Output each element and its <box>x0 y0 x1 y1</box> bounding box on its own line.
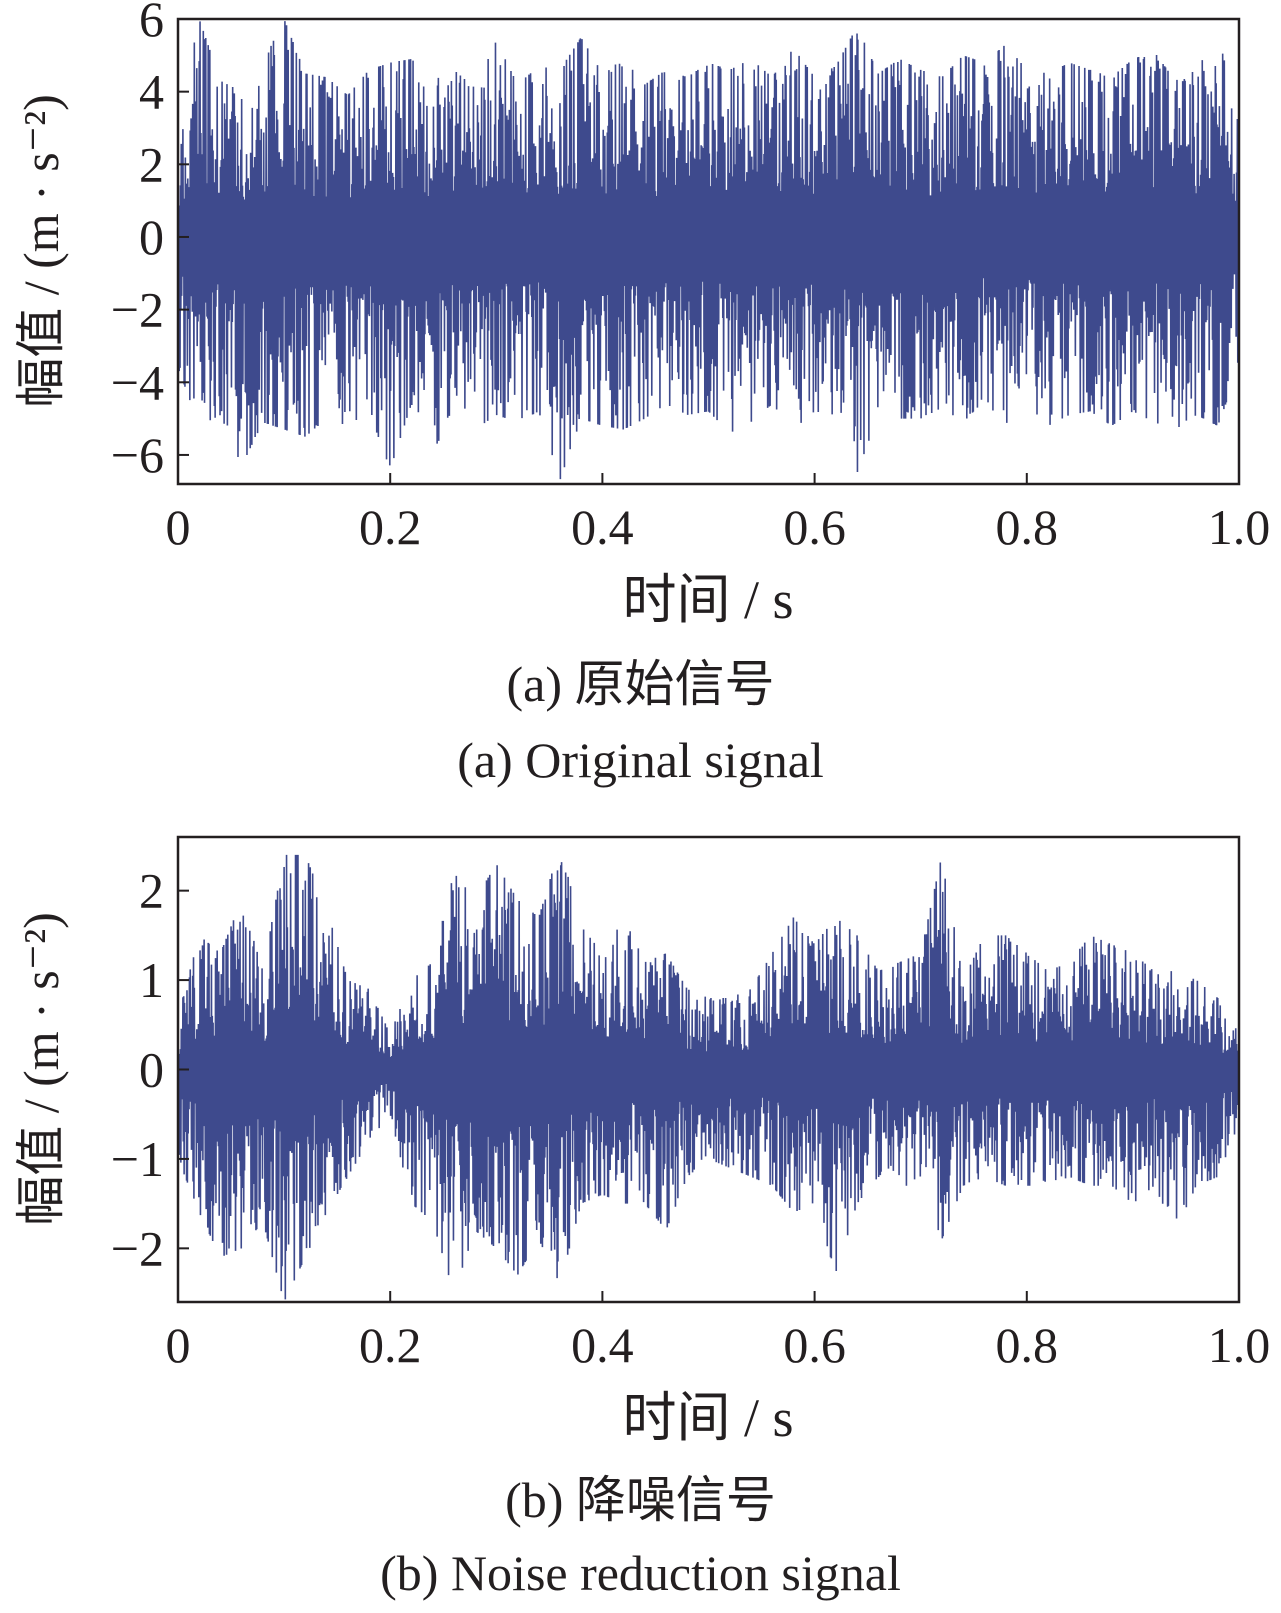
panel-a-original-signal: 0 0.2 0.4 0.6 0.8 1.0 6 4 2 0 −2 −4 −6 时间 / s 幅值 / (… <box>13 0 1270 630</box>
panel-b-ticks: 0 0.2 0.4 0.6 0.8 1.0 2 1 0 −1 −2 <box>111 863 1270 1373</box>
panel-a-waveform <box>177 21 1240 480</box>
panel-b-caption-english: (b) Noise reduction signal <box>380 1545 901 1601</box>
panel-a-caption-chinese: (a) 原始信号 <box>506 656 775 712</box>
x-tick-label: 0.8 <box>996 499 1059 555</box>
panel-a-plot-frame <box>176 17 1241 486</box>
panel-a-ticks: 0 0.2 0.4 0.6 0.8 1.0 6 4 2 0 −2 −4 −6 <box>111 0 1270 555</box>
signal-line <box>177 854 1240 1300</box>
y-tick-label: 2 <box>139 136 164 192</box>
y-tick-label: 0 <box>139 1042 164 1098</box>
y-tick-label: −6 <box>111 427 164 483</box>
panel-a-caption-english: (a) Original signal <box>457 732 824 788</box>
y-tick-label: −2 <box>111 1220 164 1276</box>
panel-a-y-axis-label: 幅值 / (m · s⁻²) <box>13 94 69 408</box>
panel-b-waveform <box>177 854 1240 1300</box>
x-tick-label: 0.2 <box>359 499 422 555</box>
y-tick-label: 2 <box>139 863 164 919</box>
x-tick-label: 0 <box>166 1317 191 1373</box>
y-tick-label: 1 <box>139 952 164 1008</box>
y-tick-label: 4 <box>139 64 164 120</box>
x-tick-label: 0.4 <box>571 499 634 555</box>
y-tick-label: −1 <box>111 1131 164 1187</box>
panel-b-noise-reduction-signal: 0 0.2 0.4 0.6 0.8 1.0 2 1 0 −1 −2 时间 / s 幅值 / (m ·… <box>13 835 1270 1448</box>
x-tick-label: 0.2 <box>359 1317 422 1373</box>
x-tick-label: 0 <box>166 499 191 555</box>
panel-a-x-axis-label: 时间 / s <box>622 570 793 630</box>
y-tick-label: −2 <box>111 282 164 338</box>
x-tick-label: 0.6 <box>783 1317 846 1373</box>
panel-b-caption-chinese: (b) 降噪信号 <box>505 1472 776 1528</box>
x-tick-label: 1.0 <box>1208 1317 1271 1373</box>
x-tick-label: 0.6 <box>783 499 846 555</box>
panel-b-x-axis-label: 时间 / s <box>622 1388 793 1448</box>
y-tick-label: 6 <box>139 0 164 47</box>
x-tick-label: 0.4 <box>571 1317 634 1373</box>
x-tick-label: 0.8 <box>996 1317 1059 1373</box>
signal-line <box>177 21 1240 480</box>
panel-b-y-axis-label: 幅值 / (m · s⁻²) <box>13 912 69 1226</box>
x-tick-label: 1.0 <box>1208 499 1271 555</box>
y-tick-label: 0 <box>139 209 164 265</box>
y-tick-label: −4 <box>111 354 164 410</box>
